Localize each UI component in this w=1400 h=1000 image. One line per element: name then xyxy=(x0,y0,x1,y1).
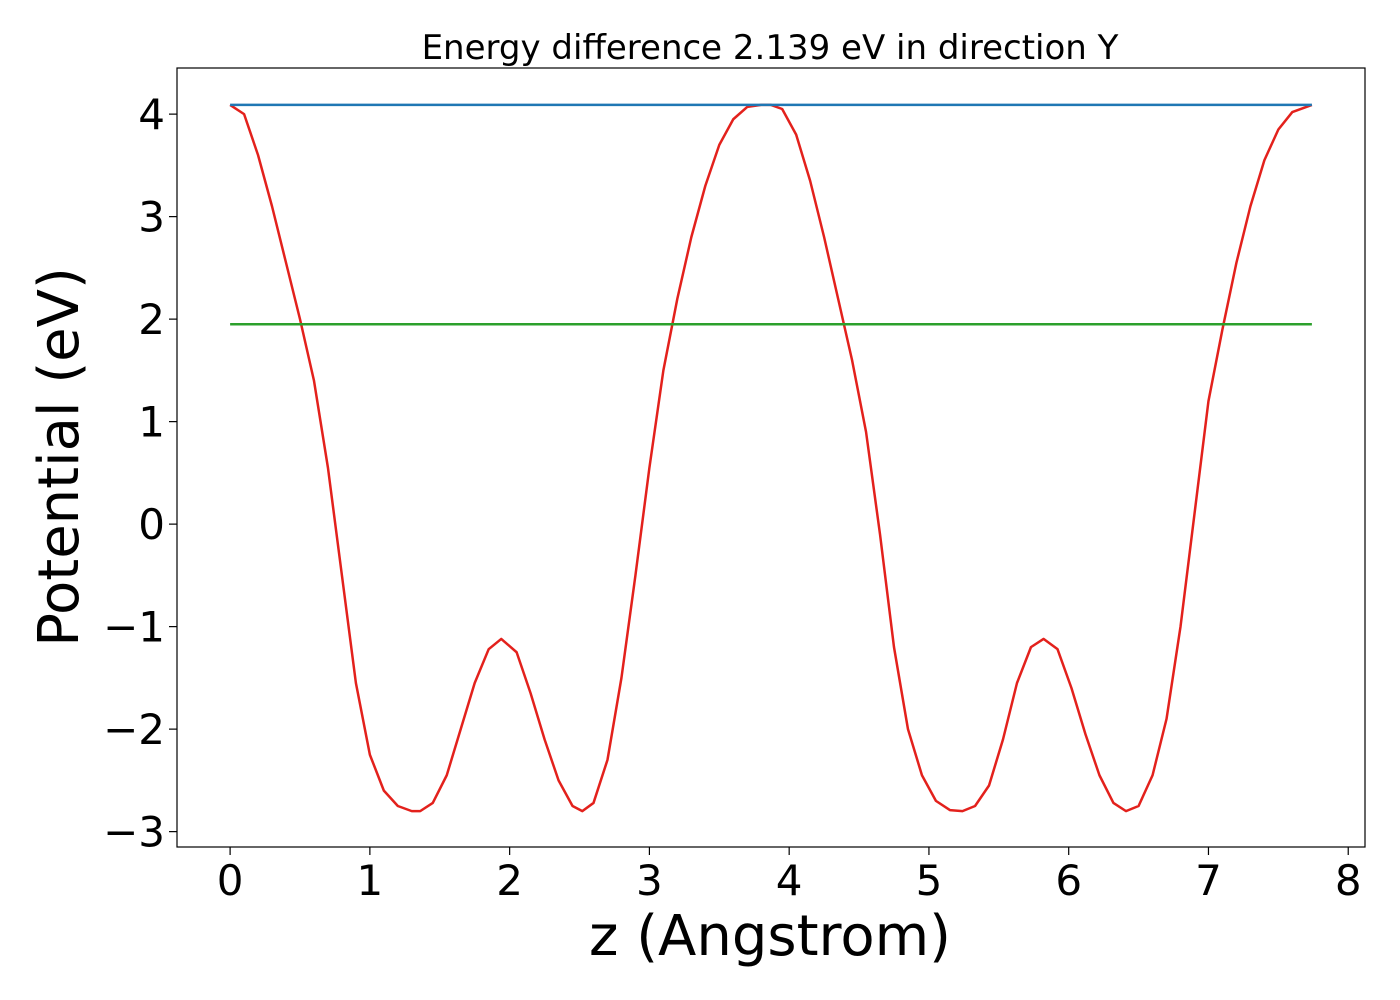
y-tick-label: 3 xyxy=(138,193,165,242)
y-tick-label: 0 xyxy=(138,500,165,549)
y-tick-label: 4 xyxy=(138,90,165,139)
x-tick-label: 1 xyxy=(357,856,384,905)
y-tick-label: −2 xyxy=(103,705,165,754)
tick-layer: 0 1 2 3 4 5 6 7 8 −3 −2 −1 0 1 2 3 4 xyxy=(103,90,1362,905)
y-tick-label: −3 xyxy=(103,808,165,857)
x-tick-label: 4 xyxy=(776,856,803,905)
x-tick-label: 2 xyxy=(496,856,523,905)
x-tick-label: 7 xyxy=(1195,856,1222,905)
x-tick-label: 0 xyxy=(217,856,244,905)
y-tick-label: 2 xyxy=(138,295,165,344)
y-tick-label: 1 xyxy=(138,398,165,447)
x-tick-label: 8 xyxy=(1335,856,1362,905)
x-tick-label: 3 xyxy=(636,856,663,905)
x-tick-label: 5 xyxy=(916,856,943,905)
x-axis-label: z (Angstrom) xyxy=(589,904,951,969)
chart-title: Energy difference 2.139 eV in direction … xyxy=(422,28,1119,68)
plot-frame xyxy=(176,67,1366,848)
y-axis-label: Potential (eV) xyxy=(27,267,92,647)
y-tick-label: −1 xyxy=(103,603,165,652)
x-tick-label: 6 xyxy=(1055,856,1082,905)
series-layer xyxy=(229,103,1313,813)
